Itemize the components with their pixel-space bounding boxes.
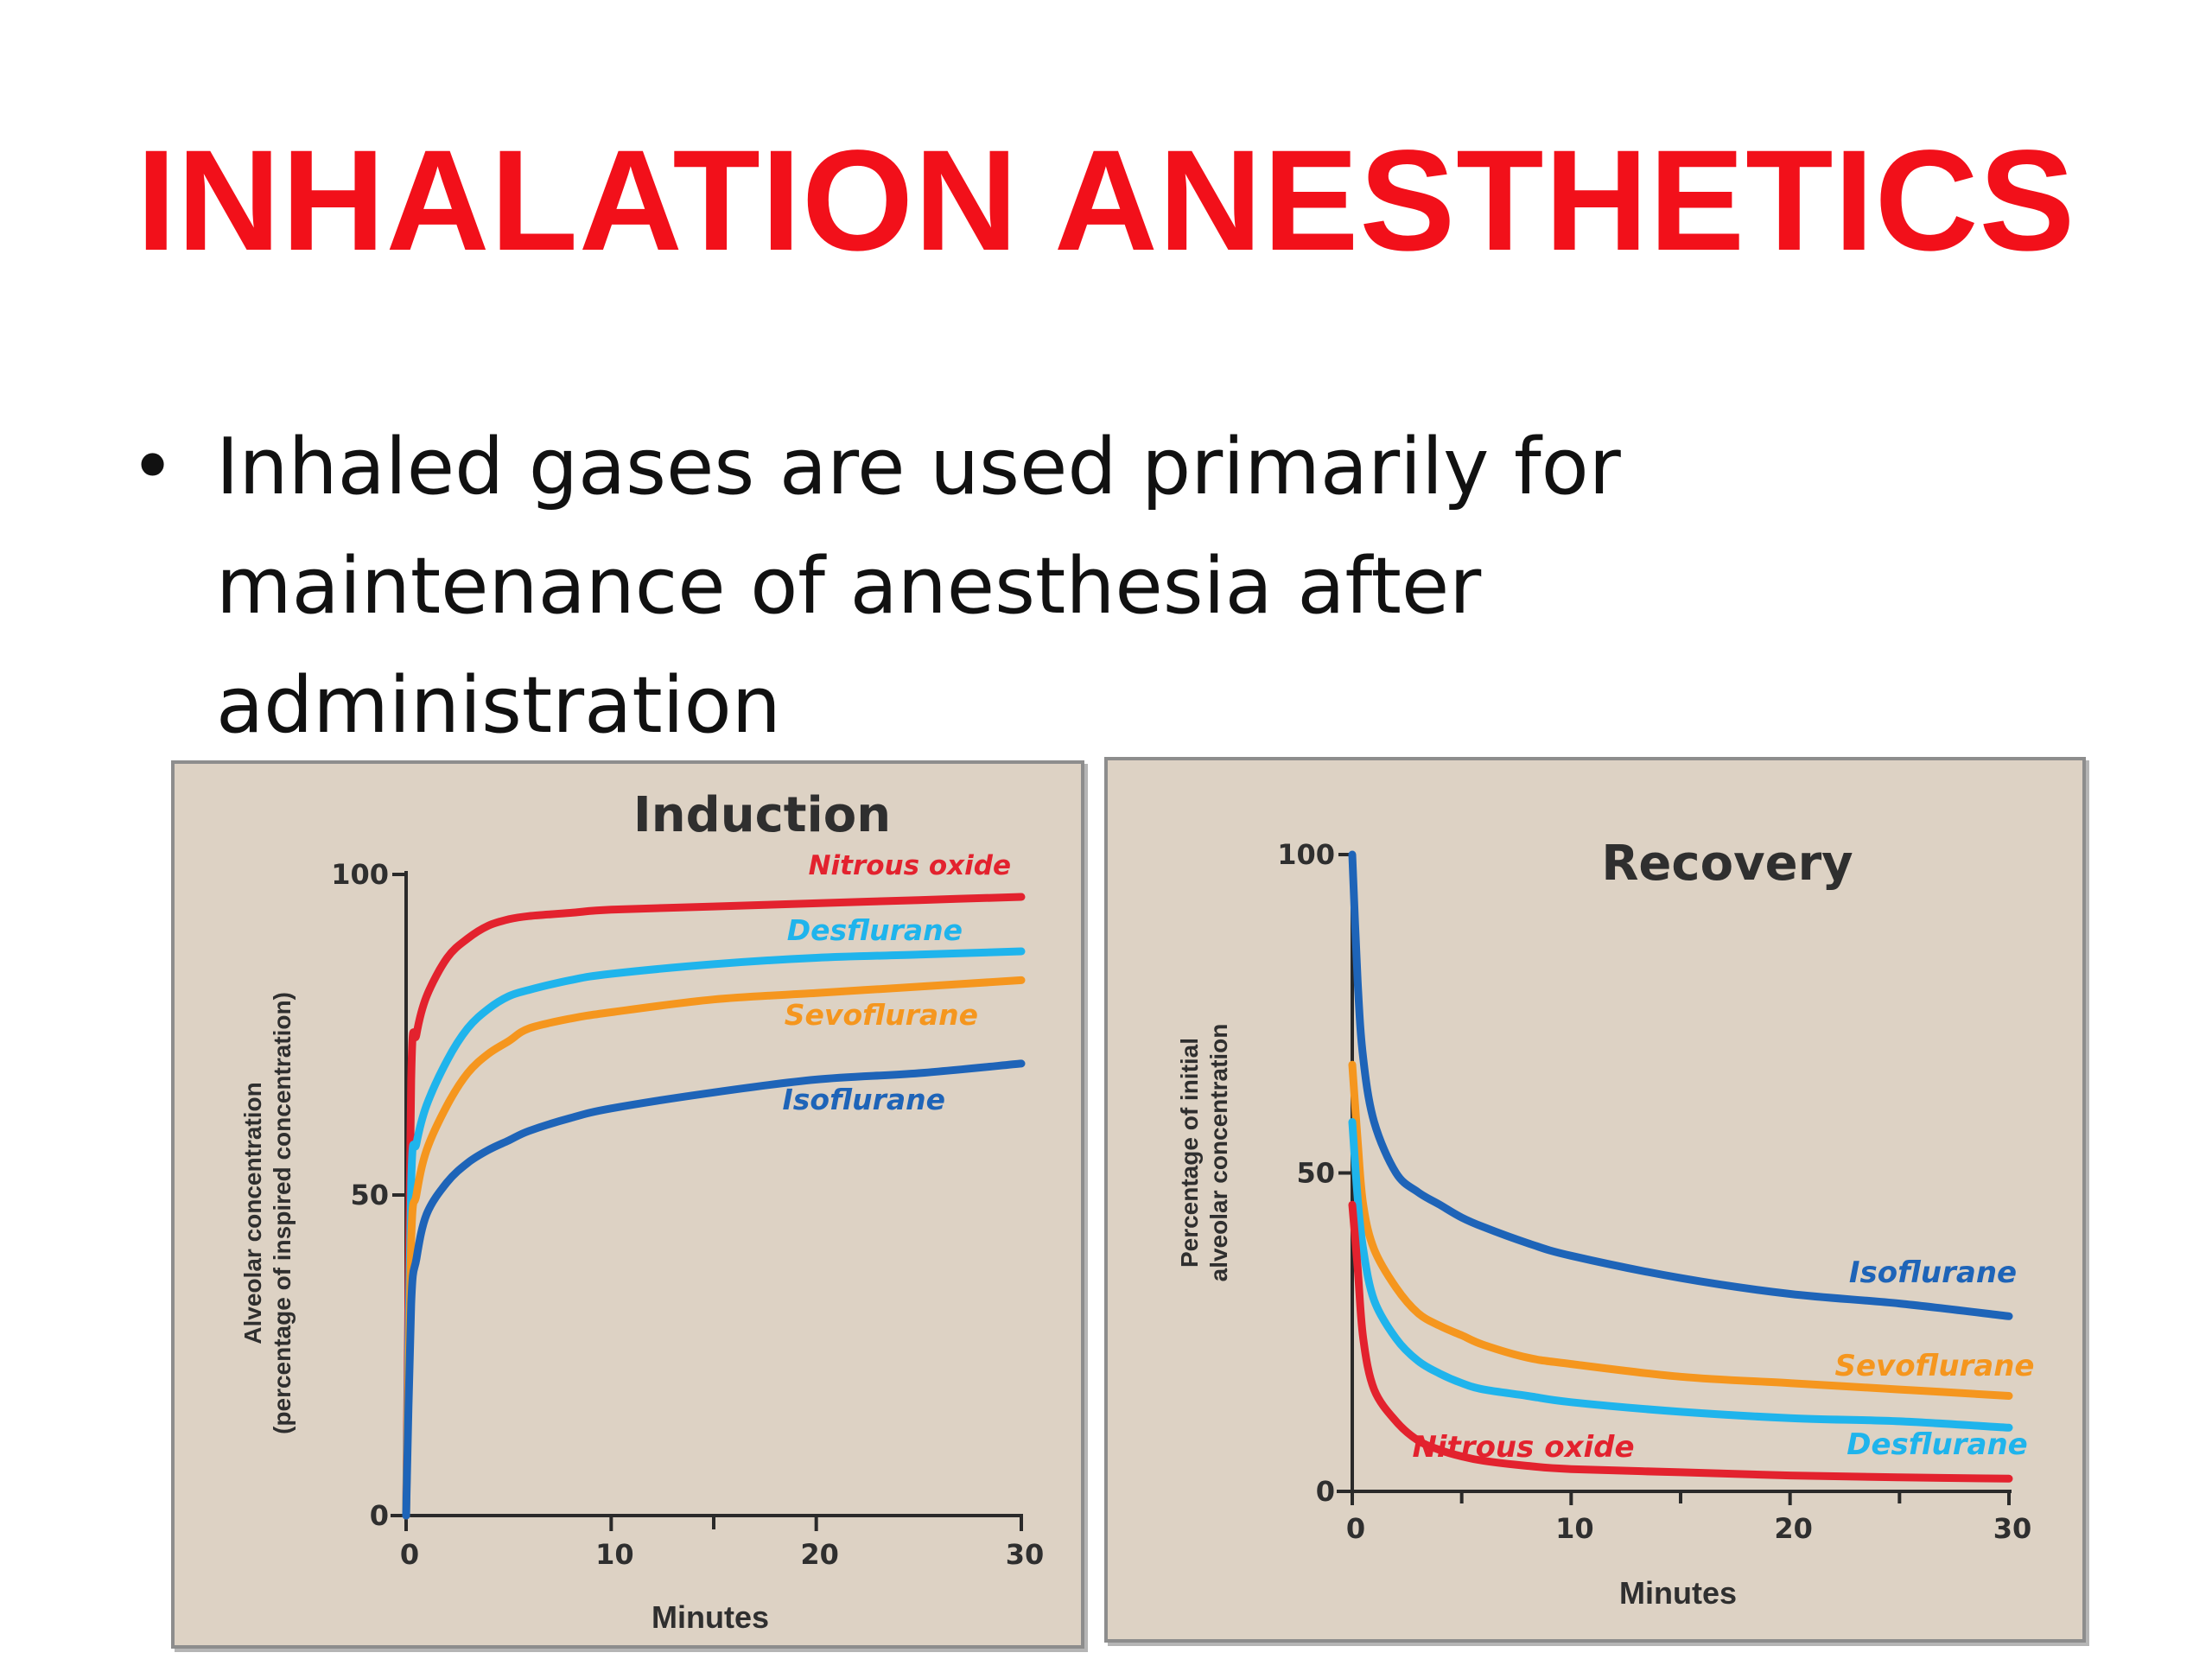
recovery-x-axis-label: Minutes <box>1619 1575 1737 1611</box>
recovery-x-tick-label-20: 20 <box>1774 1512 1813 1545</box>
induction-chart-panel: Induction 0 50 100 0 10 20 30 Minutes Alveolar co… <box>171 760 1084 1649</box>
recovery-series-line-sevoflurane <box>1348 1060 2013 1400</box>
recovery-y-axis-label: Percentage of initial alveolar concentrat… <box>1176 1024 1232 1282</box>
recovery-y-tick-label-0: 0 <box>1316 1475 1335 1508</box>
induction-series-label-nitrous-oxide: Nitrous oxide <box>809 850 1011 881</box>
recovery-chart-title: Recovery <box>1601 836 1853 892</box>
induction-x-tick-label-20: 20 <box>800 1538 839 1571</box>
induction-series-line-nitrous-oxide <box>402 893 1026 1520</box>
induction-x-axis-label: Minutes <box>652 1599 769 1635</box>
induction-y-tick-label-0: 0 <box>370 1499 389 1532</box>
induction-y-axis-label-line-2: (percentage of inspired concentration) <box>269 992 296 1434</box>
induction-series-label-isoflurane: Isoflurane <box>783 1083 945 1116</box>
recovery-y-tick-label-100: 100 <box>1277 838 1335 871</box>
recovery-y-axis-label-line-1: Percentage of initial <box>1176 1038 1203 1268</box>
bullet-marker: • <box>130 422 176 512</box>
induction-x-tick-label-30: 30 <box>1006 1538 1045 1571</box>
induction-series-label-desflurane: Desflurane <box>787 913 963 947</box>
induction-x-tick-label-0: 0 <box>400 1538 419 1571</box>
recovery-series-line-nitrous-oxide <box>1348 1200 2013 1483</box>
induction-chart: Induction 0 50 100 0 10 20 30 Minutes Alveolar co… <box>239 787 1045 1635</box>
induction-y-axis-label-line-1: Alveolar concentration <box>239 1082 266 1344</box>
recovery-chart-panel: Recovery 0 50 100 0 10 20 30 Minutes Percentage o… <box>1104 757 2086 1643</box>
induction-series-label-sevoflurane: Sevoflurane <box>785 998 978 1032</box>
induction-series-line-isoflurane <box>402 1059 1026 1520</box>
induction-chart-title: Induction <box>633 787 891 843</box>
recovery-x-tick-label-0: 0 <box>1346 1512 1365 1545</box>
recovery-series-label-nitrous-oxide: Nitrous oxide <box>1412 1430 1634 1465</box>
recovery-chart: Recovery 0 50 100 0 10 20 30 Minutes Percentage o… <box>1176 836 2035 1611</box>
recovery-x-tick-label-10: 10 <box>1555 1512 1594 1545</box>
induction-y-axis-label: Alveolar concentration (percentage of ins… <box>239 992 296 1434</box>
recovery-series-label-isoflurane: Isoflurane <box>1849 1255 2017 1290</box>
induction-y-tick-label-50: 50 <box>350 1179 389 1211</box>
recovery-x-tick-label-30: 30 <box>1993 1512 2032 1545</box>
recovery-series-line-desflurane <box>1348 1118 2013 1432</box>
recovery-series-line-isoflurane <box>1348 850 2013 1320</box>
recovery-series-label-sevoflurane: Sevoflurane <box>1834 1349 2034 1383</box>
recovery-y-tick-label-50: 50 <box>1296 1157 1335 1190</box>
induction-series-line-desflurane <box>402 947 1026 1520</box>
bullet-text: Inhaled gases are used primarily for mai… <box>216 422 1621 751</box>
induction-y-tick-label-100: 100 <box>331 858 389 891</box>
induction-x-tick-label-10: 10 <box>595 1538 634 1571</box>
recovery-series-label-desflurane: Desflurane <box>1847 1427 2027 1462</box>
slide-title: INHALATION ANESTHETICS <box>136 121 2076 281</box>
induction-series-line-sevoflurane <box>402 976 1026 1520</box>
recovery-y-axis-label-line-2: alveolar concentration <box>1205 1024 1232 1282</box>
